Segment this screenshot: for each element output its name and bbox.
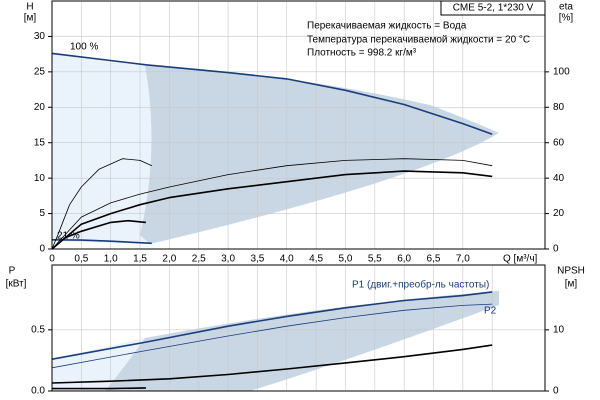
- x-tick-label: 4,5: [309, 254, 323, 265]
- y-tick-label: 0: [39, 244, 45, 255]
- y2-label: eta: [559, 2, 573, 13]
- annotation: 21 %: [57, 231, 80, 242]
- x-tick-label: 5,0: [338, 254, 352, 265]
- y2-label: NPSH: [557, 266, 585, 277]
- x-tick-label: 2,5: [192, 254, 206, 265]
- series-line: [51, 291, 493, 360]
- plot-layer: 0 0,5 1,0 1,5 2,0 2,5 3,0 3,5 4,0 4,5 5,0 5,5 6,0 6,5…: [31, 1, 570, 397]
- x-tick-label: 5,5: [368, 254, 382, 265]
- y-tick-label: 20: [34, 102, 46, 113]
- y2-tick-label: 10: [553, 324, 565, 335]
- range-light: [52, 52, 152, 244]
- y-tick-label: 0.5: [31, 324, 45, 335]
- series-line: [51, 239, 152, 245]
- x-label: Q [м³/ч]: [503, 254, 538, 265]
- note: Температура перекачиваемой жидкости = 20…: [307, 35, 530, 46]
- chart-title: CME 5-2, 1*230 V: [453, 3, 534, 14]
- y-tick-label: 30: [34, 31, 46, 42]
- y2-tick-label: 100: [553, 66, 570, 77]
- y2-unit: [%]: [559, 13, 574, 24]
- x-tick-label: 6,0: [397, 254, 411, 265]
- y-label: P: [9, 266, 16, 277]
- x-tick-label: 6,5: [427, 254, 441, 265]
- y2-tick-label: 20: [553, 208, 565, 219]
- y2-unit: [м]: [565, 279, 578, 290]
- series-line: [52, 387, 146, 390]
- y-tick-label: 25: [34, 66, 46, 77]
- series-line: [51, 158, 493, 250]
- title-box: [440, 0, 546, 16]
- series-label: P1 (двиг.+преобр-ль частоты): [352, 279, 489, 291]
- y2-tick-label: 60: [553, 137, 565, 148]
- frame: [51, 0, 546, 250]
- range-shade: [105, 291, 499, 391]
- x-tick-label: 7,0: [456, 254, 470, 265]
- y-tick-label: 0.0: [31, 386, 45, 397]
- series-line: [51, 170, 493, 250]
- y-tick-label: 15: [34, 137, 46, 148]
- x-tick-label: 2,0: [162, 254, 176, 265]
- y2-tick-label: 0: [553, 244, 559, 255]
- series-label: P2: [484, 306, 497, 317]
- note: Плотность = 998.2 кг/м³: [307, 48, 417, 59]
- range-light: [52, 338, 145, 391]
- series-line: [51, 52, 493, 135]
- y-tick-label: 10: [34, 173, 46, 184]
- x-tick-label: 1,5: [133, 254, 147, 265]
- series-line: [51, 344, 493, 384]
- y-label: H: [26, 2, 33, 13]
- note: Перекачиваемая жидкость = Вода: [307, 21, 467, 32]
- frame: [51, 264, 546, 392]
- x-tick-label: 4,0: [280, 254, 294, 265]
- range-shade: [140, 65, 499, 244]
- x-tick-label: 3,0: [221, 254, 235, 265]
- y2-tick-label: 80: [553, 102, 565, 113]
- x-tick-label: 0: [49, 254, 55, 265]
- y-unit: [кВт]: [6, 279, 27, 290]
- y2-tick-label: 40: [553, 173, 565, 184]
- y2-tick-label: 0: [553, 386, 559, 397]
- y-tick-label: 5: [39, 208, 45, 219]
- x-tick-label: 1,0: [104, 254, 118, 265]
- series-line: [51, 158, 152, 250]
- annotation: 100 %: [70, 42, 98, 53]
- series-line: [63, 219, 146, 240]
- series-line: [51, 303, 493, 369]
- x-tick-label: 3,5: [250, 254, 264, 265]
- x-tick-label: 0,5: [74, 254, 88, 265]
- y-unit: [м]: [24, 13, 37, 24]
